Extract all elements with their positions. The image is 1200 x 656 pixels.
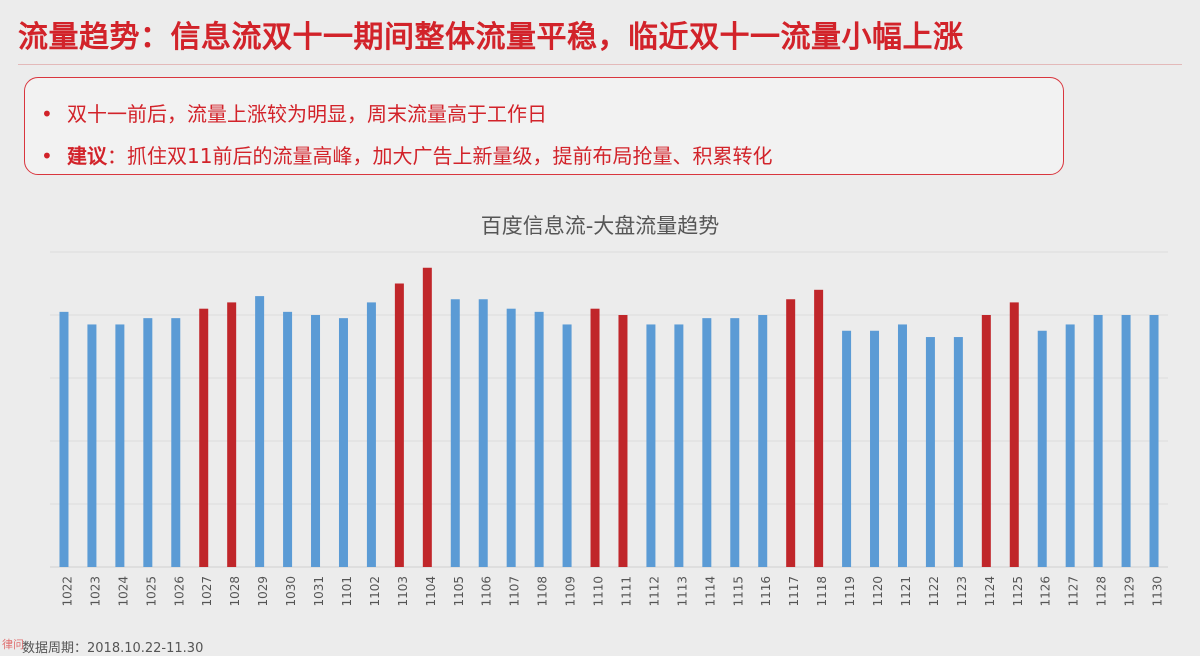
suggestion-label: 建议	[67, 144, 107, 168]
bar-1124	[981, 315, 991, 567]
bar-1106	[478, 299, 488, 567]
bar-1024	[115, 324, 125, 567]
bar-1110	[590, 308, 600, 567]
x-tick-label: 1127	[1067, 576, 1081, 607]
bar-1109	[562, 324, 572, 567]
bullet-icon: •	[41, 144, 53, 168]
bar-1111	[618, 315, 628, 567]
x-tick-label: 1120	[871, 576, 885, 607]
x-tick-label: 1112	[647, 576, 661, 607]
insight-text-2: ：抓住双11前后的流量高峰，加大广告上新量级，提前布局抢量、积累转化	[107, 144, 773, 168]
x-tick-label: 1119	[843, 576, 857, 607]
bar-1122	[925, 337, 935, 567]
x-tick-label: 1022	[60, 576, 74, 607]
bar-1031	[311, 315, 321, 567]
bar-1113	[674, 324, 684, 567]
bar-1116	[758, 315, 768, 567]
bar-1115	[730, 318, 740, 567]
bar-1120	[870, 330, 880, 567]
bar-1025	[143, 318, 153, 567]
x-tick-label: 1101	[340, 576, 354, 607]
bar-1107	[506, 308, 516, 567]
bar-1102	[366, 302, 376, 567]
x-tick-label: 1114	[703, 576, 717, 607]
x-tick-label: 1113	[675, 576, 689, 607]
x-tick-label: 1111	[619, 576, 633, 607]
watermark: 律问	[2, 638, 24, 651]
bar-1105	[450, 299, 460, 567]
bar-1114	[702, 318, 712, 567]
bar-1125	[1009, 302, 1019, 567]
x-tick-label: 1107	[508, 576, 522, 607]
bar-1121	[897, 324, 907, 567]
x-tick-label: 1031	[312, 576, 326, 607]
bar-1029	[255, 296, 265, 567]
x-tick-label: 1130	[1151, 576, 1165, 607]
x-tick-label: 1121	[899, 576, 913, 607]
x-tick-label: 1115	[731, 576, 745, 607]
bar-1128	[1093, 315, 1103, 567]
bar-1027	[199, 308, 209, 567]
x-tick-label: 1023	[88, 576, 102, 607]
x-tick-label: 1118	[815, 576, 829, 607]
bar-1108	[534, 311, 544, 567]
x-tick-label: 1106	[480, 576, 494, 607]
insight-line-2: • 建议：抓住双11前后的流量高峰，加大广告上新量级，提前布局抢量、积累转化	[41, 140, 772, 169]
x-tick-label: 1122	[927, 576, 941, 607]
x-tick-label: 1109	[564, 576, 578, 607]
title-divider	[18, 64, 1182, 65]
bar-1022	[59, 311, 69, 567]
x-tick-label: 1030	[284, 576, 298, 607]
bar-1119	[842, 330, 852, 567]
chart-title: 百度信息流-大盘流量趋势	[480, 214, 720, 238]
x-tick-label: 1025	[144, 576, 158, 607]
x-tick-label: 1028	[228, 576, 242, 607]
bar-1028	[227, 302, 237, 567]
bar-1129	[1121, 315, 1131, 567]
x-tick-label: 1024	[116, 576, 130, 607]
x-tick-label: 1125	[1011, 576, 1025, 607]
bar-1117	[786, 299, 796, 567]
x-tick-label: 1026	[172, 576, 186, 607]
x-tick-label: 1102	[368, 576, 382, 607]
x-tick-label: 1108	[536, 576, 550, 607]
x-tick-label: 1105	[452, 576, 466, 607]
x-tick-label: 1027	[200, 576, 214, 607]
x-tick-label: 1104	[424, 576, 438, 607]
bar-1123	[953, 337, 963, 567]
x-tick-label: 1103	[396, 576, 410, 607]
bullet-icon: •	[41, 102, 53, 126]
bar-1030	[283, 311, 293, 567]
page-title: 流量趋势：信息流双十一期间整体流量平稳，临近双十一流量小幅上涨	[18, 20, 964, 55]
bar-1104	[422, 267, 432, 567]
data-period-note: 数据周期：2018.10.22-11.30	[22, 641, 204, 656]
x-tick-label: 1123	[955, 576, 969, 607]
x-tick-label: 1129	[1123, 576, 1137, 607]
bar-1112	[646, 324, 656, 567]
insight-box: • 双十一前后，流量上涨较为明显，周末流量高于工作日 • 建议：抓住双11前后的流量…	[24, 77, 1064, 175]
bar-1103	[394, 283, 404, 567]
bar-1126	[1037, 330, 1047, 567]
x-tick-label: 1126	[1039, 576, 1053, 607]
x-tick-label: 1029	[256, 576, 270, 607]
bar-1127	[1065, 324, 1075, 567]
x-tick-label: 1117	[787, 576, 801, 607]
x-tick-label: 1116	[759, 576, 773, 607]
x-tick-label: 1124	[983, 576, 997, 607]
x-tick-label: 1110	[592, 576, 606, 607]
insight-text-1: 双十一前后，流量上涨较为明显，周末流量高于工作日	[67, 102, 547, 126]
insight-line-1: • 双十一前后，流量上涨较为明显，周末流量高于工作日	[41, 98, 547, 127]
x-tick-label: 1128	[1095, 576, 1109, 607]
bar-1026	[171, 318, 181, 567]
bar-1101	[338, 318, 348, 567]
bar-1118	[814, 289, 824, 567]
bar-1023	[87, 324, 97, 567]
bar-1130	[1149, 315, 1159, 567]
